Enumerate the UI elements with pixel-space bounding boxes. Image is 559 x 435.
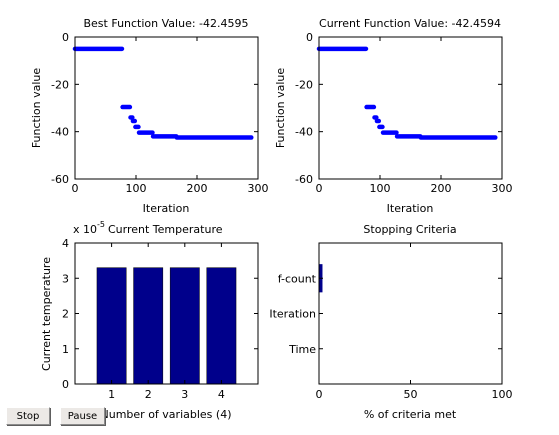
current-temperature-plot: x 10 -5 Current Temperature 1 2 3 4 0 1 2 3 4 Nu… <box>40 220 259 421</box>
best-xtick-label-0: 0 <box>72 182 79 195</box>
current-xtick-label-2: 200 <box>431 182 452 195</box>
stopping-category-label-0: Time <box>288 343 316 356</box>
best-plot-axes-box <box>74 36 259 180</box>
current-xtick-label-1: 100 <box>370 182 391 195</box>
temperature-ytick-label-2: 2 <box>62 308 69 321</box>
current-xtick-label-3: 300 <box>492 182 513 195</box>
stopping-category-label-2: f-count <box>278 272 317 285</box>
temperature-xtick-label-3: 4 <box>218 388 225 401</box>
stopping-xtick-label-2: 100 <box>492 388 513 401</box>
temperature-ytick-label-3: 3 <box>62 272 69 285</box>
temperature-plot-title: Current Temperature <box>108 223 223 236</box>
current-xtick-label-0: 0 <box>316 182 323 195</box>
stop-button[interactable]: Stop <box>6 407 50 425</box>
temperature-exponent-base: x 10 <box>73 223 97 236</box>
best-plot-xlabel: Iteration <box>143 202 190 215</box>
temperature-exponent-power: -5 <box>97 220 105 229</box>
best-ytick-label-0: 0 <box>62 31 69 44</box>
best-ytick-label-2: -40 <box>51 126 69 139</box>
stopping-plot-axes-box <box>318 242 503 385</box>
current-function-value-plot: Current Function Value: -42.4594 0 100 200… <box>274 17 513 215</box>
temperature-plot-xlabel: Number of variables (4) <box>101 408 232 421</box>
best-plot-title: Best Function Value: -42.4595 <box>83 17 248 30</box>
temperature-xtick-label-0: 1 <box>108 388 115 401</box>
current-ytick-label-1: -20 <box>295 78 313 91</box>
best-ytick-label-3: -60 <box>51 173 69 186</box>
best-plot-ticks: 0 100 200 300 0 -20 -40 -60 <box>51 31 268 195</box>
stopping-plot-title: Stopping Criteria <box>363 223 456 236</box>
best-plot-ylabel: Function value <box>30 68 43 149</box>
current-plot-xlabel: Iteration <box>387 202 434 215</box>
stopping-plot-xlabel: % of criteria met <box>364 408 457 421</box>
temperature-bars <box>96 267 237 385</box>
temperature-bar-2 <box>133 267 164 385</box>
stopping-category-label-1: Iteration <box>269 308 316 321</box>
pause-button[interactable]: Pause <box>60 407 105 425</box>
current-plot-series <box>316 46 498 140</box>
temperature-plot-ticks: 1 2 3 4 0 1 2 3 4 <box>62 237 258 401</box>
stopping-criteria-plot: Stopping Criteria Time Iteration f-count 0 5… <box>269 223 512 421</box>
stopping-xtick-label-1: 50 <box>404 388 418 401</box>
temperature-ytick-label-4: 4 <box>62 237 69 250</box>
temperature-xtick-label-1: 2 <box>145 388 152 401</box>
current-plot-title: Current Function Value: -42.4594 <box>319 17 501 30</box>
current-plot-ticks: 0 100 200 300 0 -20 -40 -60 <box>295 31 512 195</box>
temperature-xtick-label-2: 3 <box>181 388 188 401</box>
current-plot-ylabel: Function value <box>274 68 287 149</box>
best-xtick-label-3: 300 <box>248 182 269 195</box>
current-plot-axes-box <box>318 36 503 180</box>
temperature-bar-1 <box>96 267 127 385</box>
best-xtick-label-1: 100 <box>126 182 147 195</box>
temperature-ytick-label-0: 0 <box>62 378 69 391</box>
best-function-value-plot: Best Function Value: -42.4595 0 100 200 300… <box>30 17 269 215</box>
stopping-xtick-label-0: 0 <box>316 388 323 401</box>
current-ytick-label-2: -40 <box>295 126 313 139</box>
best-plot-series <box>72 46 254 140</box>
temperature-plot-ylabel: Current temperature <box>40 257 53 371</box>
stopping-plot-ticks: Time Iteration f-count 0 50 100 <box>269 243 513 401</box>
temperature-ytick-label-1: 1 <box>62 343 69 356</box>
best-xtick-label-2: 200 <box>187 182 208 195</box>
current-ytick-label-3: -60 <box>295 173 313 186</box>
current-ytick-label-0: 0 <box>306 31 313 44</box>
temperature-bar-4 <box>206 267 237 385</box>
temperature-bar-3 <box>169 267 200 385</box>
best-ytick-label-1: -20 <box>51 78 69 91</box>
